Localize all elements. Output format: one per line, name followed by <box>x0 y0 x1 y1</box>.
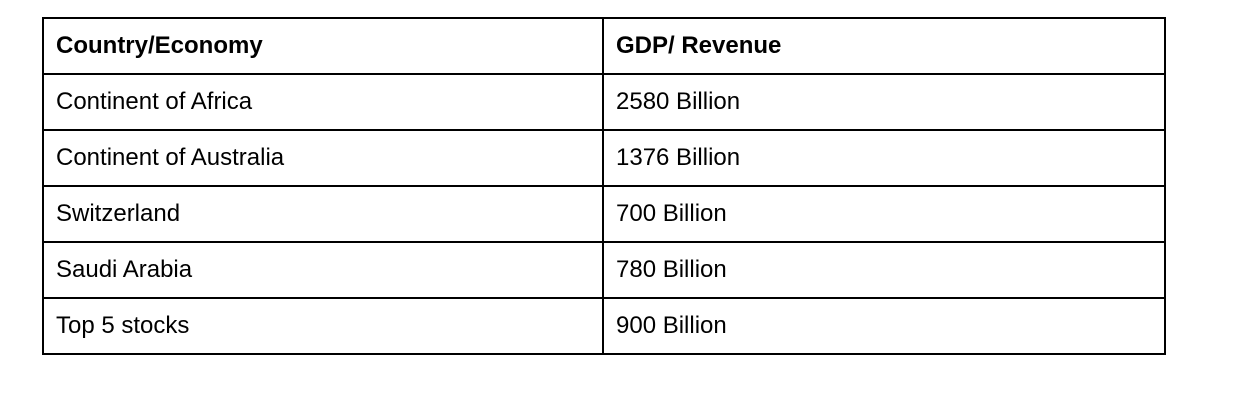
gdp-cell: 780 Billion <box>602 241 1166 299</box>
table-row: Continent of Africa 2580 Billion <box>42 73 1166 131</box>
gdp-cell: 700 Billion <box>602 185 1166 243</box>
country-cell: Continent of Africa <box>42 73 604 131</box>
gdp-cell: 2580 Billion <box>602 73 1166 131</box>
gdp-table: Country/Economy GDP/ Revenue Continent o… <box>42 17 1166 355</box>
gdp-cell: 1376 Billion <box>602 129 1166 187</box>
table-row: Switzerland 700 Billion <box>42 185 1166 243</box>
country-cell: Saudi Arabia <box>42 241 604 299</box>
gdp-cell: 900 Billion <box>602 297 1166 355</box>
column-header-gdp: GDP/ Revenue <box>602 17 1166 75</box>
country-cell: Continent of Australia <box>42 129 604 187</box>
table-header-row: Country/Economy GDP/ Revenue <box>42 17 1166 75</box>
table-row: Continent of Australia 1376 Billion <box>42 129 1166 187</box>
column-header-country: Country/Economy <box>42 17 604 75</box>
country-cell: Switzerland <box>42 185 604 243</box>
table-row: Top 5 stocks 900 Billion <box>42 297 1166 355</box>
country-cell: Top 5 stocks <box>42 297 604 355</box>
table-row: Saudi Arabia 780 Billion <box>42 241 1166 299</box>
